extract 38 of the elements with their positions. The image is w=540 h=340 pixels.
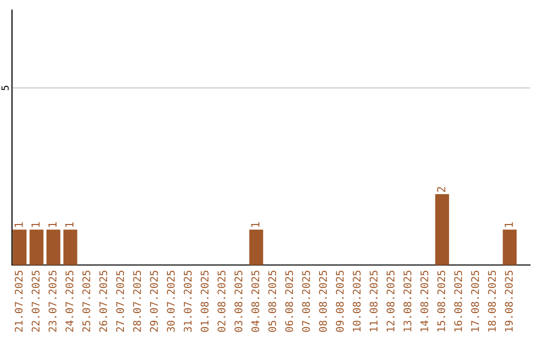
x-tick-label: 07.08.2025 xyxy=(302,270,310,332)
x-tick-label: 13.08.2025 xyxy=(403,270,412,332)
x-tick-label: 25.07.2025 xyxy=(82,270,90,332)
data-label: 1 xyxy=(48,222,56,227)
x-tick-label: 28.07.2025 xyxy=(133,270,141,332)
x-tick-label: 30.07.2025 xyxy=(166,270,175,332)
data-label: 1 xyxy=(65,222,74,227)
x-tick-label: 26.07.2025 xyxy=(99,270,108,332)
x-tick-label: 01.08.2025 xyxy=(200,270,209,332)
data-label: 2 xyxy=(436,187,446,192)
x-tick-label: 23.07.2025 xyxy=(48,270,56,332)
x-tick-label: 29.07.2025 xyxy=(150,270,158,332)
x-tick-label: 10.08.2025 xyxy=(352,270,361,332)
x-tick-label: 22.07.2025 xyxy=(32,270,40,332)
x-tick-label: 05.08.2025 xyxy=(268,270,276,332)
x-tick-label: 08.08.2025 xyxy=(318,270,327,332)
data-label: 1 xyxy=(251,222,260,227)
x-tick-label: 06.08.2025 xyxy=(285,270,294,332)
data-label: 1 xyxy=(14,222,23,227)
x-tick-label: 04.08.2025 xyxy=(251,270,260,332)
x-tick-label: 18.08.2025 xyxy=(488,270,496,332)
x-tick-label: 14.08.2025 xyxy=(420,270,428,332)
data-label: 1 xyxy=(504,222,513,227)
x-tick-label: 17.08.2025 xyxy=(471,270,479,332)
x-tick-label: 15.08.2025 xyxy=(437,270,446,332)
x-tick-label: 24.07.2025 xyxy=(65,270,74,332)
x-tick-label: 16.08.2025 xyxy=(454,270,462,332)
x-tick-label: 11.08.2025 xyxy=(370,270,378,332)
x-tick-label: 21.07.2025 xyxy=(14,270,23,332)
x-tick-label: 27.07.2025 xyxy=(116,270,124,332)
x-tick-label: 02.08.2025 xyxy=(218,270,226,332)
x-tick-label: 31.07.2025 xyxy=(184,270,192,332)
x-tick-label: 12.08.2025 xyxy=(386,270,394,332)
x-tick-label: 03.08.2025 xyxy=(234,270,242,332)
y-tick-label: 5 xyxy=(2,86,9,90)
data-label: 1 xyxy=(32,222,40,227)
x-tick-label: 19.08.2025 xyxy=(504,270,513,332)
x-tick-label: 09.08.2025 xyxy=(336,270,344,332)
